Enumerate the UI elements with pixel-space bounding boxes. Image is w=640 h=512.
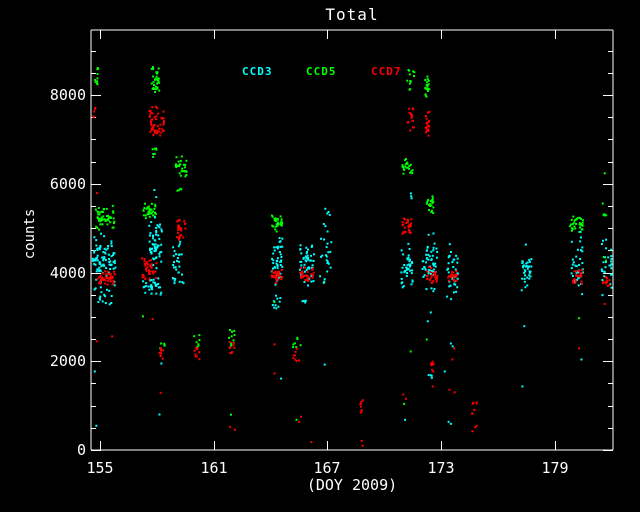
x-tick-label: 155 <box>86 459 114 477</box>
y-axis-label: counts <box>22 208 38 260</box>
y-tick-label: 0 <box>76 441 86 459</box>
y-tick-label: 6000 <box>49 175 86 193</box>
y-tick-label: 2000 <box>49 352 86 370</box>
x-tick-label: 161 <box>200 459 228 477</box>
x-tick-label: 173 <box>427 459 455 477</box>
x-axis-label: (DOY 2009) <box>306 476 398 494</box>
y-tick-label: 4000 <box>49 264 86 282</box>
legend-item-ccd7: CCD7 <box>371 65 402 78</box>
y-tick-label: 8000 <box>49 86 86 104</box>
legend-item-ccd5: CCD5 <box>306 65 337 78</box>
legend-item-ccd3: CCD3 <box>242 65 273 78</box>
plot-title: Total <box>325 5 379 24</box>
x-tick-label: 179 <box>541 459 569 477</box>
x-tick-label: 167 <box>313 459 341 477</box>
